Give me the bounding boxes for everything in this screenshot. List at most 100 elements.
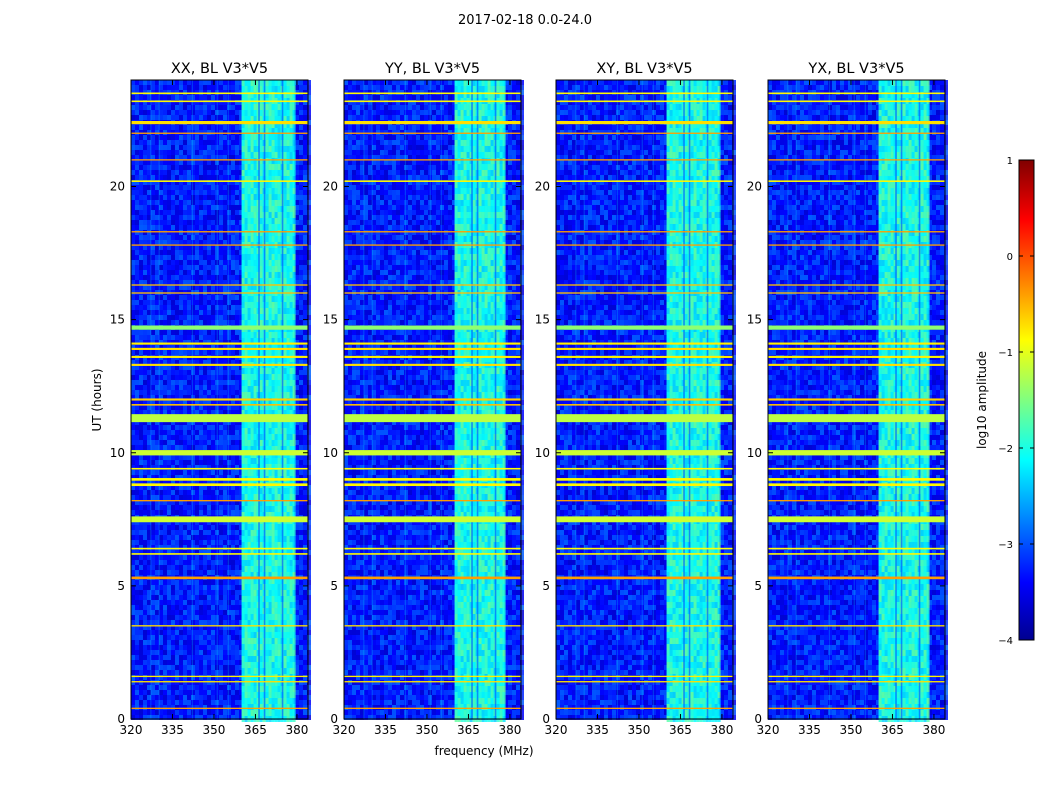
noise-cell [171,225,175,230]
noise-cell [303,205,307,210]
noise-cell [167,210,171,215]
noise-cell [175,230,179,235]
noise-cell [135,165,139,170]
noise-cell [299,90,303,95]
noise-cell [227,170,231,175]
noise-cell [135,185,139,190]
noise-cell [303,80,307,85]
noise-cell [199,240,203,245]
noise-cell [155,170,159,175]
noise-cell [139,265,143,270]
noise-cell [207,80,211,85]
noise-cell [191,235,195,240]
noise-cell [183,220,187,225]
noise-cell [179,165,183,170]
noise-cell [203,130,207,135]
noise-cell [199,215,203,220]
noise-cell [223,90,227,95]
noise-cell [219,170,223,175]
noise-cell [223,190,227,195]
noise-cell [143,220,147,225]
noise-cell [203,160,207,165]
noise-cell [231,125,235,130]
noise-cell [199,210,203,215]
noise-cell [187,260,191,265]
noise-cell [223,135,227,140]
noise-cell [139,245,143,250]
noise-cell [299,160,303,165]
noise-cell [167,145,171,150]
noise-cell [175,140,179,145]
noise-cell [135,225,139,230]
noise-cell [219,235,223,240]
noise-cell [195,170,199,175]
noise-cell [155,260,159,265]
noise-cell [231,90,235,95]
noise-cell [183,185,187,190]
noise-cell [211,235,215,240]
noise-cell [151,140,155,145]
noise-cell [183,170,187,175]
noise-cell [219,230,223,235]
noise-cell [191,265,195,270]
noise-cell [151,95,155,100]
noise-cell [163,85,167,90]
noise-cell [235,260,239,265]
noise-cell [299,170,303,175]
noise-cell [199,145,203,150]
noise-cell [183,90,187,95]
noise-cell [163,95,167,100]
noise-cell [151,220,155,225]
noise-cell [179,150,183,155]
noise-cell [207,110,211,115]
noise-cell [175,80,179,85]
noise-cell [183,145,187,150]
noise-cell [151,255,155,260]
noise-cell [151,230,155,235]
noise-cell [139,215,143,220]
noise-cell [175,150,179,155]
noise-cell [211,195,215,200]
noise-cell [163,145,167,150]
noise-cell [227,125,231,130]
noise-cell [207,115,211,120]
noise-cell [207,170,211,175]
noise-cell [143,170,147,175]
noise-cell [167,205,171,210]
noise-cell [235,80,239,85]
noise-cell [171,265,175,270]
noise-cell [163,245,167,250]
noise-cell [183,95,187,100]
noise-cell [175,125,179,130]
noise-cell [171,190,175,195]
noise-cell [175,95,179,100]
noise-cell [223,85,227,90]
noise-cell [199,150,203,155]
noise-cell [223,130,227,135]
noise-cell [235,85,239,90]
noise-cell [171,145,175,150]
noise-cell [219,195,223,200]
noise-cell [187,230,191,235]
noise-cell [203,90,207,95]
noise-cell [139,240,143,245]
noise-cell [151,105,155,110]
noise-cell [223,230,227,235]
noise-cell [143,225,147,230]
noise-cell [183,235,187,240]
noise-cell [163,150,167,155]
noise-cell [203,260,207,265]
noise-cell [179,105,183,110]
noise-cell [175,185,179,190]
noise-cell [231,80,235,85]
noise-cell [187,170,191,175]
noise-cell [195,225,199,230]
noise-cell [131,235,135,240]
noise-cell [231,85,235,90]
noise-cell [175,210,179,215]
noise-cell [131,230,135,235]
noise-cell [131,205,135,210]
noise-cell [207,185,211,190]
noise-cell [139,170,143,175]
noise-cell [179,235,183,240]
